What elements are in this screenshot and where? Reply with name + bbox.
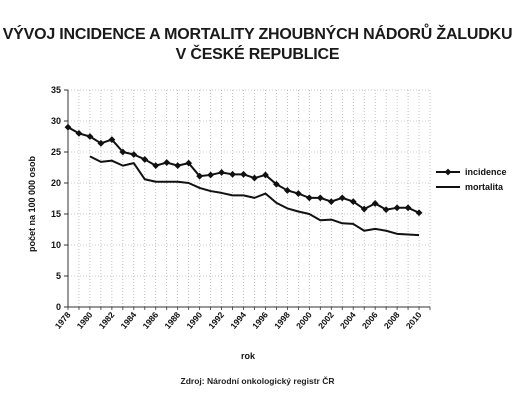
data-point-incidence: [327, 198, 335, 205]
y-tick-label: 5: [56, 271, 61, 281]
data-point-incidence: [185, 159, 193, 167]
legend-marker-incidence: [444, 168, 452, 176]
data-point-incidence: [152, 162, 160, 170]
data-point-incidence: [316, 194, 324, 202]
x-tick-label: 1992: [206, 310, 226, 331]
data-point-incidence: [360, 205, 368, 213]
x-tick-label: 1984: [119, 310, 139, 331]
x-tick-label: 1986: [140, 310, 160, 331]
series: [64, 123, 423, 237]
data-point-incidence: [141, 156, 149, 163]
data-point-incidence: [404, 204, 412, 212]
data-point-incidence: [305, 194, 313, 202]
data-point-incidence: [218, 169, 225, 176]
y-tick-label: 35: [51, 85, 61, 95]
data-point-incidence: [415, 209, 423, 217]
data-point-incidence: [64, 123, 72, 131]
series-line-incidence: [67, 126, 420, 214]
series-line-mortalita: [89, 155, 420, 237]
legend-label-incidence: incidence: [465, 167, 507, 177]
data-point-incidence: [349, 198, 357, 205]
y-tick-label: 30: [51, 116, 61, 126]
data-point-incidence: [130, 151, 138, 158]
x-tick-label: 1994: [228, 310, 248, 331]
legend-label-mortalita: mortalita: [465, 182, 504, 192]
x-tick-label: 2010: [404, 310, 424, 331]
x-tick-label: 1998: [272, 310, 292, 331]
y-tick-label: 20: [51, 178, 61, 188]
y-tick-label: 0: [56, 302, 61, 312]
data-point-incidence: [174, 162, 182, 170]
chart-title-line-2: V ČESKÉ REPUBLICE: [175, 46, 340, 63]
data-point-incidence: [283, 187, 291, 194]
data-point-incidence: [229, 170, 236, 178]
data-point-incidence: [119, 148, 127, 156]
x-tick-label: 1978: [53, 310, 73, 331]
y-tick-label: 25: [51, 147, 61, 157]
x-tick-label: 2008: [382, 310, 402, 331]
x-tick-label: 2006: [360, 310, 380, 331]
legend: incidence mortalita: [436, 167, 507, 192]
chart-title-line-1: VÝVOJ INCIDENCE A MORTALITY ZHOUBNÝCH NÁ…: [2, 26, 513, 43]
data-point-incidence: [371, 200, 379, 207]
y-tick-label: 15: [51, 209, 61, 219]
x-tick-label: 2002: [316, 310, 336, 331]
data-point-incidence: [382, 206, 390, 214]
y-axis-label: počet na 100 000 osob: [27, 155, 37, 252]
y-tick-label: 10: [51, 240, 61, 250]
source-note: Zdroj: Národní onkologický registr ČR: [180, 376, 335, 386]
x-tick-label: 1996: [250, 310, 270, 331]
x-tick-label: 1990: [184, 310, 204, 331]
data-point-incidence: [108, 136, 116, 143]
data-point-incidence: [75, 130, 83, 137]
x-tick-label: 1980: [75, 310, 95, 331]
data-point-incidence: [240, 170, 247, 178]
data-point-incidence: [196, 172, 204, 180]
x-tick-label: 1988: [162, 310, 182, 331]
data-point-incidence: [251, 174, 258, 182]
x-axis-label: rok: [241, 351, 256, 361]
data-point-incidence: [294, 190, 302, 197]
data-point-incidence: [393, 204, 401, 212]
x-tick-label: 2000: [294, 310, 314, 331]
data-point-incidence: [273, 180, 280, 188]
data-point-incidence: [97, 139, 105, 147]
x-tick-label: 1982: [97, 310, 117, 331]
grid: [67, 89, 431, 307]
data-point-incidence: [86, 133, 94, 140]
data-point-incidence: [207, 171, 215, 179]
data-point-incidence: [163, 159, 171, 166]
data-point-incidence: [262, 171, 269, 179]
data-point-incidence: [338, 194, 346, 202]
x-tick-label: 2004: [338, 310, 358, 331]
